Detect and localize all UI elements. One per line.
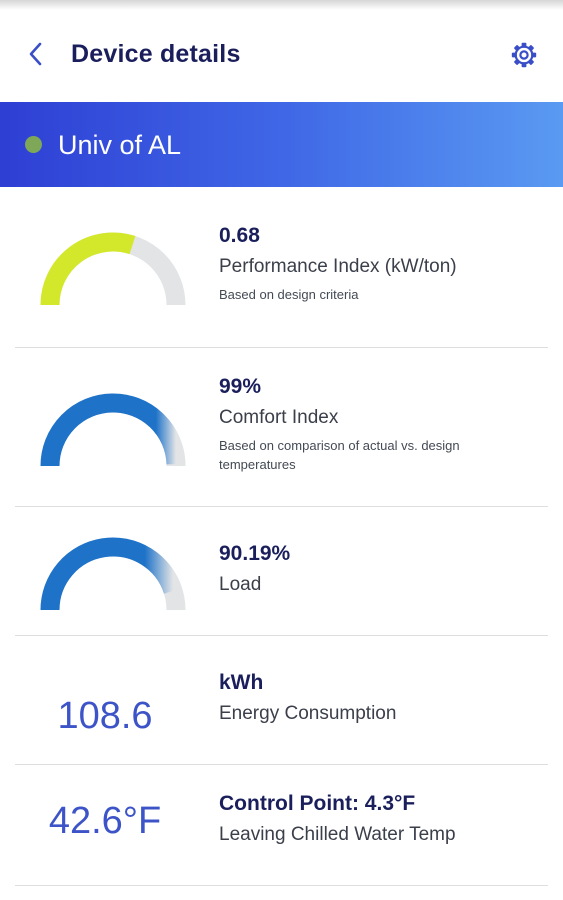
energy-big-value: 108.6 <box>57 695 153 737</box>
device-banner: Univ of AL <box>0 102 563 187</box>
app-header: Device details <box>0 10 563 102</box>
comfort-gauge <box>40 393 186 467</box>
load-label: Load <box>219 574 262 595</box>
metric-row-comfort[interactable]: 99% Comfort Index Based on comparison of… <box>15 348 548 507</box>
metric-row-chilled-water[interactable]: 42.6°F Control Point: 4.3°F Leaving Chil… <box>15 765 548 886</box>
performance-gauge <box>40 232 186 306</box>
performance-value: 0.68 <box>219 224 260 247</box>
metric-row-energy[interactable]: 108.6 kWh Energy Consumption <box>15 636 548 765</box>
metric-row-performance[interactable]: 0.68 Performance Index (kW/ton) Based on… <box>15 187 548 348</box>
gauge-fill <box>40 232 136 306</box>
load-gauge <box>40 537 186 611</box>
comfort-label: Comfort Index <box>219 407 339 428</box>
gauge-fill <box>40 537 183 611</box>
energy-label: Energy Consumption <box>219 703 397 724</box>
control-point-value: Control Point: 4.3°F <box>219 792 416 815</box>
gear-icon <box>511 42 537 68</box>
page-title: Device details <box>71 40 241 68</box>
energy-unit: kWh <box>219 671 264 694</box>
comfort-value: 99% <box>219 375 262 398</box>
status-bar-shadow <box>0 0 563 10</box>
chilled-water-label: Leaving Chilled Water Temp <box>219 824 456 845</box>
comfort-description: Based on comparison of actual vs. design… <box>219 438 460 472</box>
back-button[interactable] <box>18 36 54 72</box>
gauge-fill <box>40 393 186 467</box>
status-indicator <box>25 136 42 153</box>
performance-description: Based on design criteria <box>219 287 359 302</box>
chevron-left-icon <box>29 42 42 66</box>
load-value: 90.19% <box>219 542 291 565</box>
chilled-water-big-value: 42.6°F <box>48 800 162 842</box>
device-name: Univ of AL <box>58 129 182 160</box>
metric-row-load[interactable]: 90.19% Load <box>15 507 548 636</box>
performance-label: Performance Index (kW/ton) <box>219 256 457 277</box>
settings-button[interactable] <box>505 36 543 74</box>
